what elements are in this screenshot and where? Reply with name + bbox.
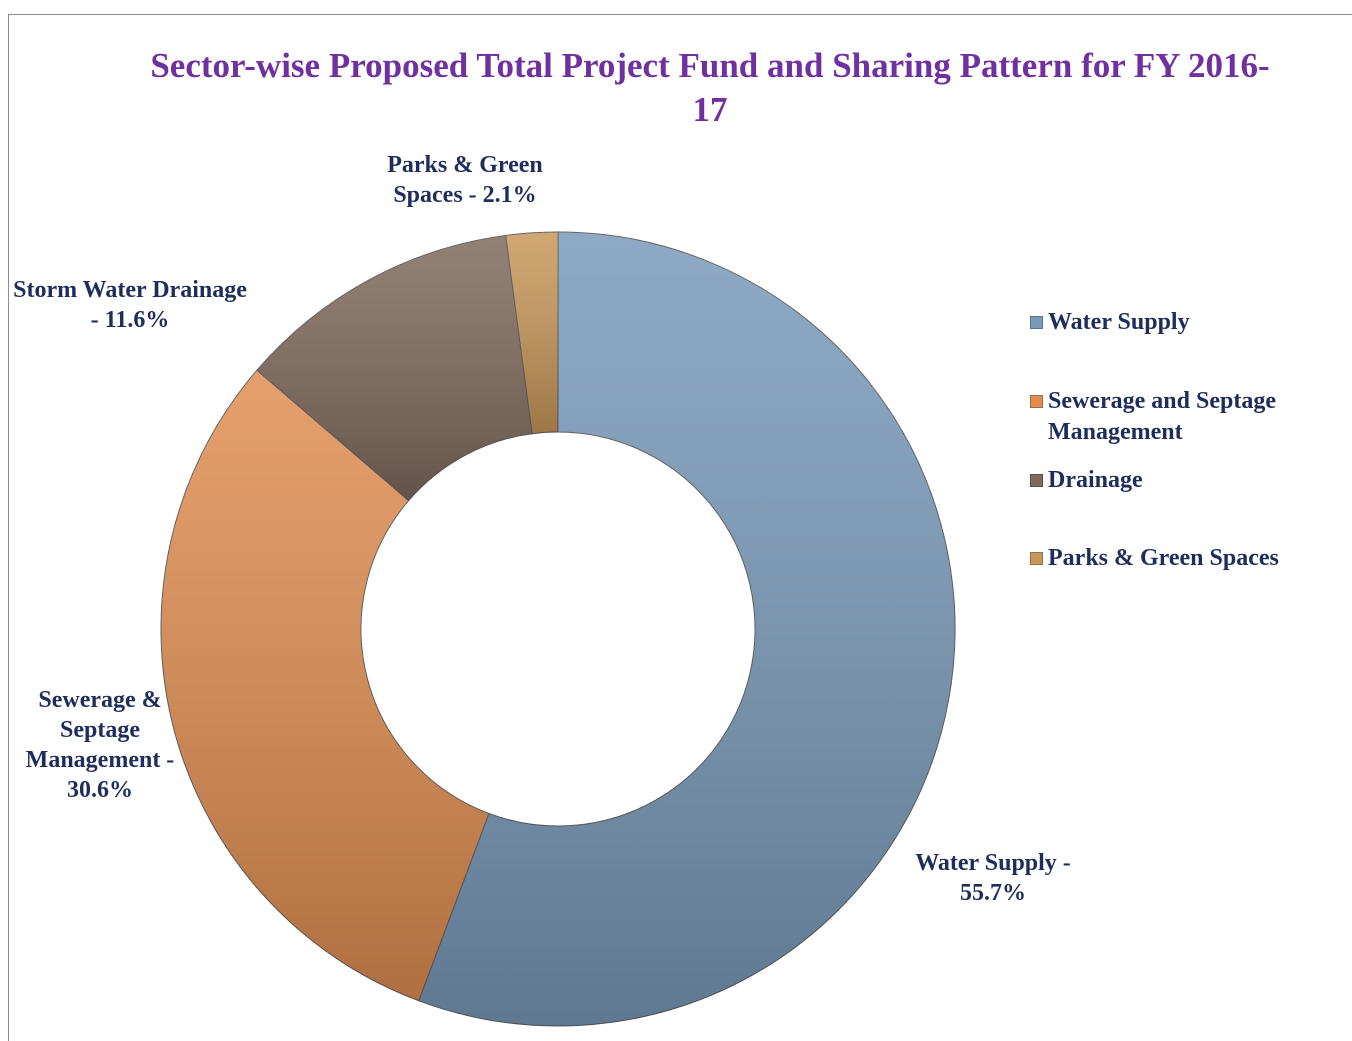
data-label: Sewerage & Septage Management - 30.6% bbox=[25, 687, 175, 803]
chart-frame bbox=[8, 14, 1352, 1041]
legend-marker bbox=[1030, 395, 1043, 408]
data-label: Water Supply - 55.7% bbox=[915, 850, 1071, 906]
legend-label: Sewerage and Septage Management bbox=[1048, 388, 1276, 445]
legend-label: Drainage bbox=[1048, 467, 1143, 493]
legend-marker bbox=[1030, 552, 1043, 565]
legend-label: Water Supply bbox=[1048, 309, 1190, 335]
legend-item: Drainage bbox=[1030, 465, 1340, 496]
legend-marker bbox=[1030, 474, 1043, 487]
legend-label: Parks & Green Spaces bbox=[1048, 545, 1279, 571]
data-label: Parks & Green Spaces - 2.1% bbox=[387, 152, 543, 208]
legend-item: Sewerage and Septage Management bbox=[1030, 386, 1340, 448]
legend-item: Parks & Green Spaces bbox=[1030, 543, 1340, 574]
legend-item: Water Supply bbox=[1030, 307, 1340, 338]
chart-title: Sector-wise Proposed Total Project Fund … bbox=[150, 46, 1270, 129]
legend-marker bbox=[1030, 316, 1043, 329]
data-label: Storm Water Drainage - 11.6% bbox=[13, 277, 247, 333]
